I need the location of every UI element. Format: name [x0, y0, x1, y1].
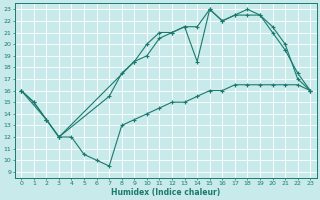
X-axis label: Humidex (Indice chaleur): Humidex (Indice chaleur) [111, 188, 220, 197]
